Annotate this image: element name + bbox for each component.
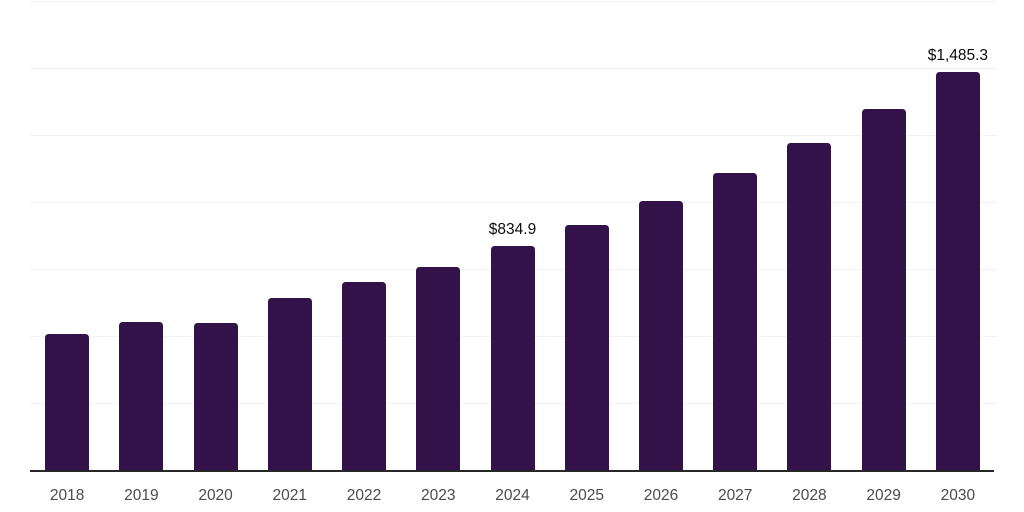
value-label-2030: $1,485.3 [927, 46, 989, 64]
x-tick-2022: 2022 [346, 487, 382, 504]
x-tick-2021: 2021 [272, 487, 308, 504]
x-tick-2029: 2029 [866, 487, 901, 504]
x-tick-2018: 2018 [49, 487, 85, 504]
bar-2022 [342, 282, 387, 470]
bar-2019 [119, 321, 164, 470]
bar-2024 [490, 246, 535, 470]
x-tick-2025: 2025 [569, 487, 604, 504]
bar-2021 [267, 298, 312, 470]
x-tick-2030: 2030 [940, 487, 976, 504]
x-tick-2019: 2019 [124, 487, 159, 504]
bar-2025 [564, 225, 609, 470]
x-tick-2026: 2026 [643, 487, 679, 504]
x-tick-2028: 2028 [792, 487, 827, 504]
x-axis-line [30, 470, 994, 472]
bar-2030 [935, 71, 980, 470]
bar-2029 [861, 109, 906, 470]
x-tick-2027: 2027 [717, 487, 753, 504]
gridline [30, 1, 997, 2]
gridline [30, 202, 997, 203]
bar-2020 [193, 323, 238, 470]
bar-2018 [45, 334, 90, 470]
bar-2026 [638, 200, 683, 470]
x-tick-2020: 2020 [198, 487, 233, 504]
x-tick-2024: 2024 [495, 487, 530, 504]
gridline [30, 68, 997, 69]
bar-2023 [416, 267, 461, 470]
bar-2028 [787, 142, 832, 470]
value-label-2024: $834.9 [488, 221, 537, 239]
bar-2027 [713, 173, 758, 470]
gridline [30, 135, 997, 136]
x-tick-2023: 2023 [421, 487, 456, 504]
